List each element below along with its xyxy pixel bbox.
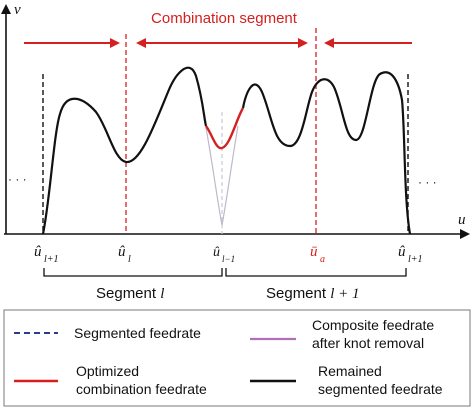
tick-label-4: ū a [310,244,325,265]
svg-text:segmented feedrate: segmented feedrate [318,381,443,397]
x-axis-label: u [458,212,466,228]
feedrate-curve-left [41,66,208,235]
segment-l-brace [43,268,223,277]
svg-text:l: l [128,254,131,265]
svg-text:û: û [34,244,42,260]
composite-dip-curve [205,125,239,226]
svg-text:Segmented feedrate: Segmented feedrate [74,325,201,341]
tick-label-1: û l+1 [34,244,59,265]
svg-text:Composite feedrate: Composite feedrate [312,317,434,333]
svg-text:combination feedrate: combination feedrate [76,381,207,397]
legend-box [3,309,471,407]
legend-item-composite-feedrate: Composite feedrate after knot removal [250,317,434,351]
segment-l1-brace [225,268,407,277]
legend-item-segmented-feedrate: Segmented feedrate [14,325,201,341]
svg-text:after knot removal: after knot removal [312,335,424,351]
svg-text:û: û [398,244,406,260]
svg-text:ū: ū [310,244,318,260]
svg-text:l−1: l−1 [222,254,235,264]
svg-text:Optimized: Optimized [76,363,139,379]
combination-segment-label: Combination segment [151,10,298,27]
segment-l1-label: Segment l + 1 [266,285,360,302]
tick-label-5: û l+1 [398,244,423,265]
optimized-combination-curve [205,107,245,150]
svg-text:û: û [213,245,220,260]
svg-text:l+1: l+1 [408,254,423,265]
svg-text:Remained: Remained [318,363,382,379]
y-axis-label: v [14,2,21,18]
legend-item-remained-feedrate: Remained segmented feedrate [250,363,443,397]
ellipsis-left: · · · [8,172,27,186]
svg-text:û: û [118,244,126,260]
svg-text:a: a [320,254,325,265]
feedrate-curve-right [241,71,412,235]
segment-l-label: Segment l [96,285,164,302]
ellipsis-right: · · · [418,175,437,189]
tick-label-2: û l [118,244,131,265]
svg-text:l+1: l+1 [44,254,59,265]
tick-label-3: û l−1 [213,245,235,264]
legend-item-optimized-feedrate: Optimized combination feedrate [14,363,207,397]
